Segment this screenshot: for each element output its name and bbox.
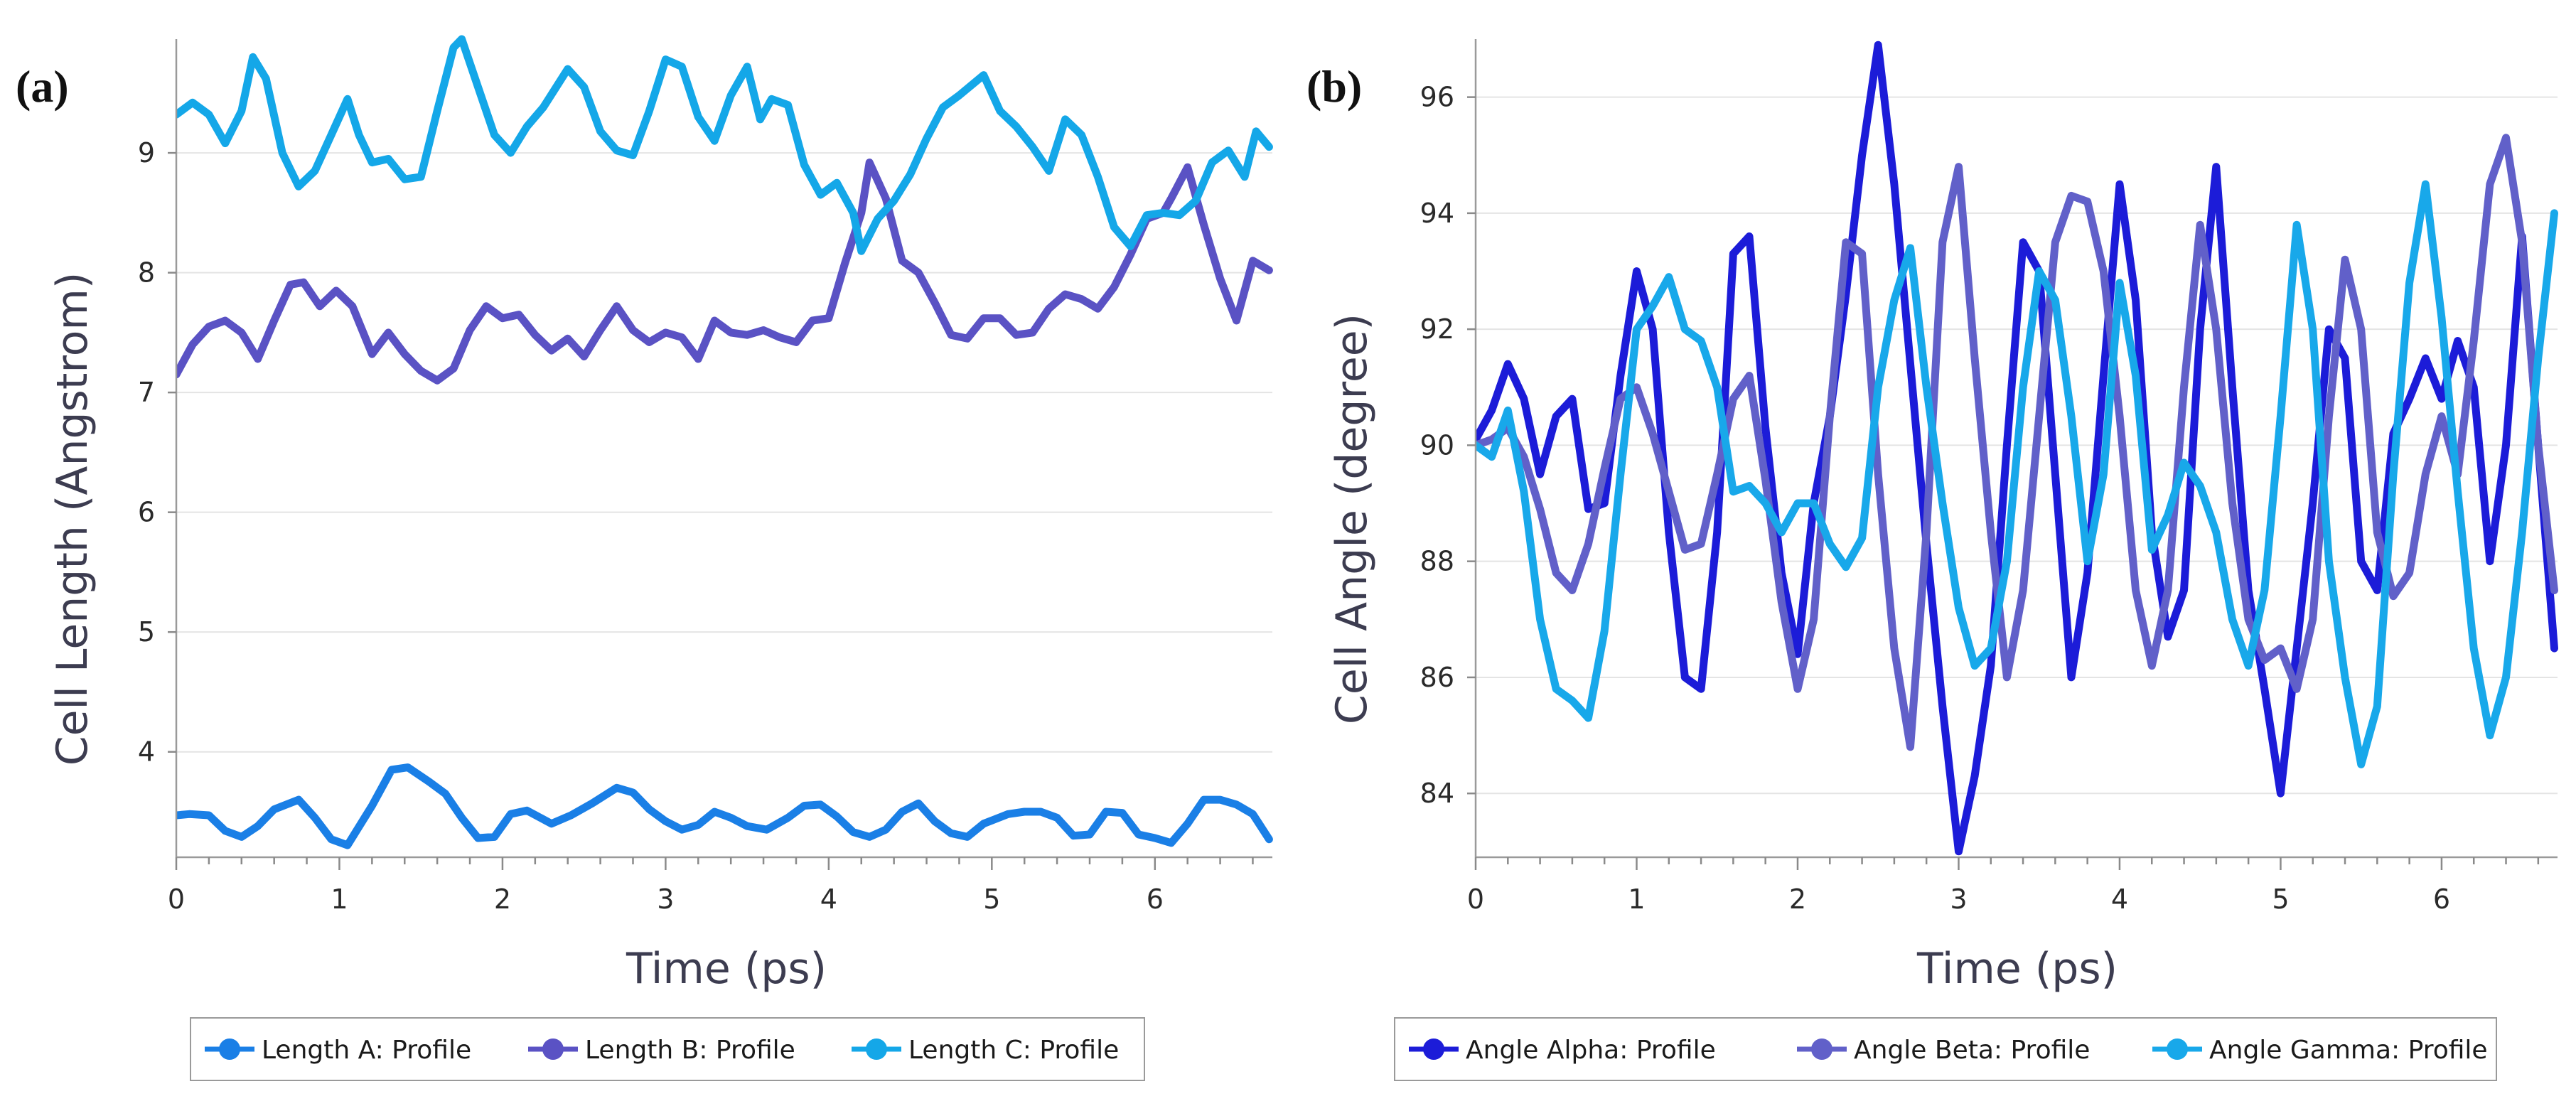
- series-group: [1476, 41, 2558, 856]
- x-axis-title: Time (ps): [626, 944, 827, 994]
- legend: Angle Alpha: Profile Angle Beta: Profile A…: [1394, 1017, 2497, 1081]
- legend-entry[interactable]: Length B: Profile: [528, 1036, 795, 1065]
- axes: 4 5 6 7 8 9 0 1 2 3 4 5 6: [138, 39, 1272, 915]
- x-tick-label: 1: [1628, 884, 1645, 915]
- y-axis-title: Cell Length (Angstrom): [48, 272, 97, 766]
- legend-marker-icon: [1811, 1038, 1832, 1060]
- x-tick-label: 4: [2111, 884, 2128, 915]
- chart-panel-a: (a) Cell Length (Angstrom) Time (ps) 4 5 6…: [16, 35, 1273, 1081]
- y-tick-label: 6: [138, 497, 155, 528]
- series-line-angle-alpha-profile: [1476, 41, 2558, 856]
- panel-label: (a): [16, 61, 69, 112]
- axes: 84 86 88 90 92 94 96 0 1 2 3 4 5 6: [1420, 39, 2558, 915]
- y-tick-label: 5: [138, 616, 155, 648]
- x-tick-label: 6: [2433, 884, 2450, 915]
- series-line-angle-gamma-profile: [1476, 180, 2558, 768]
- legend-label: Length B: Profile: [585, 1036, 795, 1065]
- legend-label: Length C: Profile: [908, 1036, 1119, 1065]
- x-tick-label: 4: [820, 884, 837, 915]
- legend-entry[interactable]: Angle Beta: Profile: [1797, 1036, 2090, 1065]
- series-line-length-c-profile: [176, 35, 1273, 255]
- y-tick-label: 8: [138, 257, 155, 289]
- y-tick-label: 86: [1420, 662, 1454, 693]
- x-tick-label: 2: [1789, 884, 1806, 915]
- y-tick-label: 4: [138, 736, 155, 768]
- legend: Length A: Profile Length B: Profile Length…: [190, 1017, 1145, 1081]
- y-tick-label: 84: [1420, 778, 1454, 809]
- x-tick-label: 1: [331, 884, 348, 915]
- legend-label: Length A: Profile: [262, 1036, 471, 1065]
- x-tick-label: 6: [1147, 884, 1164, 915]
- legend-entry[interactable]: Length A: Profile: [205, 1036, 471, 1065]
- y-tick-label: 94: [1420, 198, 1454, 229]
- legend-label: Angle Gamma: Profile: [2209, 1036, 2488, 1065]
- gridlines: [176, 152, 1272, 753]
- legend-box: [1394, 1017, 2497, 1081]
- y-tick-label: 7: [138, 377, 155, 408]
- x-tick-label: 0: [168, 884, 185, 915]
- legend-marker-icon: [219, 1038, 240, 1060]
- legend-entry[interactable]: Angle Gamma: Profile: [2152, 1036, 2488, 1065]
- legend-marker-icon: [866, 1038, 887, 1060]
- legend-marker-icon: [1423, 1038, 1444, 1060]
- legend-box: [190, 1017, 1145, 1081]
- legend-entry[interactable]: Length C: Profile: [852, 1036, 1119, 1065]
- x-tick-label: 5: [2272, 884, 2289, 915]
- chart-panel-b: (b) Cell Angle (degree) Time (ps) 84 86 88…: [1306, 39, 2558, 1081]
- x-tick-label: 3: [657, 884, 674, 915]
- y-tick-label: 92: [1420, 313, 1454, 345]
- legend-label: Angle Alpha: Profile: [1466, 1036, 1716, 1065]
- series-line-length-a-profile: [176, 763, 1273, 849]
- series-line-length-b-profile: [176, 159, 1273, 385]
- x-tick-label: 0: [1467, 884, 1484, 915]
- legend-marker-icon: [2167, 1038, 2188, 1060]
- x-axis-title: Time (ps): [1916, 944, 2118, 994]
- series-line-angle-beta-profile: [1476, 134, 2558, 751]
- legend-marker-icon: [542, 1038, 564, 1060]
- x-tick-label: 3: [1950, 884, 1967, 915]
- series-group: [176, 35, 1273, 849]
- x-tick-label: 2: [494, 884, 511, 915]
- legend-entry[interactable]: Angle Alpha: Profile: [1409, 1036, 1716, 1065]
- y-tick-label: 90: [1420, 429, 1454, 461]
- panel-label: (b): [1306, 61, 1362, 112]
- x-tick-label: 5: [983, 884, 1000, 915]
- y-tick-label: 96: [1420, 82, 1454, 113]
- y-tick-label: 88: [1420, 546, 1454, 577]
- y-axis-title: Cell Angle (degree): [1327, 313, 1377, 724]
- legend-label: Angle Beta: Profile: [1854, 1036, 2090, 1065]
- y-tick-label: 9: [138, 137, 155, 168]
